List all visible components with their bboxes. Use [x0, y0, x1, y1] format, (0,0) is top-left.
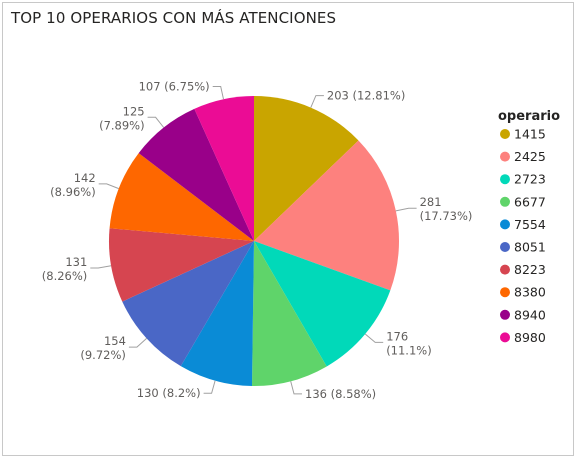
- legend-item-8940[interactable]: 8940: [514, 307, 546, 322]
- legend-marker-6677: [500, 196, 510, 207]
- data-label-8940: 125 (7.89%): [99, 104, 145, 132]
- legend-item-7554[interactable]: 7554: [514, 217, 546, 232]
- pie-slice-8940[interactable]: [138, 108, 254, 241]
- leader-line-1415: [310, 95, 324, 108]
- legend-item-8380[interactable]: 8380: [514, 285, 546, 300]
- legend-marker-8051: [500, 242, 510, 252]
- data-label-2723: 176 (11.1%): [386, 329, 432, 357]
- leader-line-8380: [98, 183, 119, 190]
- pie-slice-6677[interactable]: [251, 241, 327, 387]
- leader-line-8980: [212, 86, 224, 100]
- legend-marker-1415: [500, 129, 510, 139]
- legend-marker-7554: [500, 219, 510, 230]
- pie-slice-1415[interactable]: [254, 96, 359, 241]
- legend: operario 1415 2425 2723 6677 7554 8051 8223 8380…: [498, 109, 560, 345]
- data-label-8380: 142 (8.96%): [50, 171, 96, 199]
- data-label-1415: 203 (12.81%): [327, 89, 405, 103]
- legend-item-2425[interactable]: 2425: [514, 149, 546, 164]
- legend-item-6677[interactable]: 6677: [514, 194, 546, 209]
- chart-title: TOP 10 OPERARIOS CON MÁS ATENCIONES: [11, 9, 337, 27]
- pie-slice-2425[interactable]: [254, 140, 400, 291]
- leader-line-8223: [90, 265, 112, 269]
- data-label-8051: 154 (9.72%): [80, 334, 126, 362]
- pie-slice-8980[interactable]: [194, 96, 254, 241]
- leader-line-6677: [290, 381, 302, 395]
- data-label-2425: 281 (17.73%): [420, 195, 473, 223]
- leader-line-2425: [395, 207, 417, 212]
- leader-line-2723: [364, 333, 384, 343]
- leader-line-7554: [203, 380, 216, 394]
- data-label-8223: 131 (8.26%): [42, 255, 88, 283]
- data-label-6677: 136 (8.58%): [305, 387, 376, 401]
- data-label-8980: 107 (6.75%): [139, 80, 210, 94]
- pie-slice-8380[interactable]: [109, 153, 254, 241]
- legend-marker-2723: [500, 174, 510, 185]
- legend-marker-2425: [500, 151, 510, 162]
- leader-line-8940: [147, 116, 165, 128]
- legend-marker-8980: [500, 332, 510, 343]
- legend-marker-8940: [500, 309, 510, 320]
- legend-item-8051[interactable]: 8051: [514, 240, 546, 255]
- pie-slice-8223[interactable]: [108, 228, 255, 302]
- legend-item-8980[interactable]: 8980: [514, 330, 546, 345]
- legend-item-8223[interactable]: 8223: [514, 262, 546, 277]
- pie-slice-7554[interactable]: [180, 241, 254, 386]
- pie-slice-2723[interactable]: [254, 241, 391, 367]
- legend-marker-8223: [500, 264, 510, 275]
- leader-line-8051: [128, 338, 147, 348]
- pie-slice-8051[interactable]: [122, 241, 255, 367]
- legend-item-2723[interactable]: 2723: [514, 172, 546, 187]
- legend-item-1415[interactable]: 1415: [514, 127, 546, 142]
- legend-title: operario: [498, 109, 560, 124]
- legend-marker-8380: [500, 287, 510, 298]
- data-label-7554: 130 (8.2%): [137, 386, 201, 400]
